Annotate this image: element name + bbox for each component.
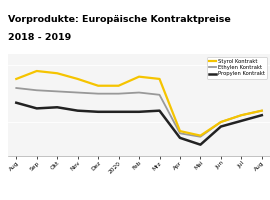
Text: Vorprodukte: Europäische Kontraktpreise: Vorprodukte: Europäische Kontraktpreise [8, 15, 231, 24]
Text: 2018 - 2019: 2018 - 2019 [8, 33, 71, 42]
Legend: Styrol Kontrakt, Ethylen Kontrakt, Propylen Kontrakt: Styrol Kontrakt, Ethylen Kontrakt, Propy… [207, 57, 267, 78]
Text: © 2020 Kunststoff Information, Bad Homburg - www.kiweb.de: © 2020 Kunststoff Information, Bad Hombu… [8, 188, 171, 194]
